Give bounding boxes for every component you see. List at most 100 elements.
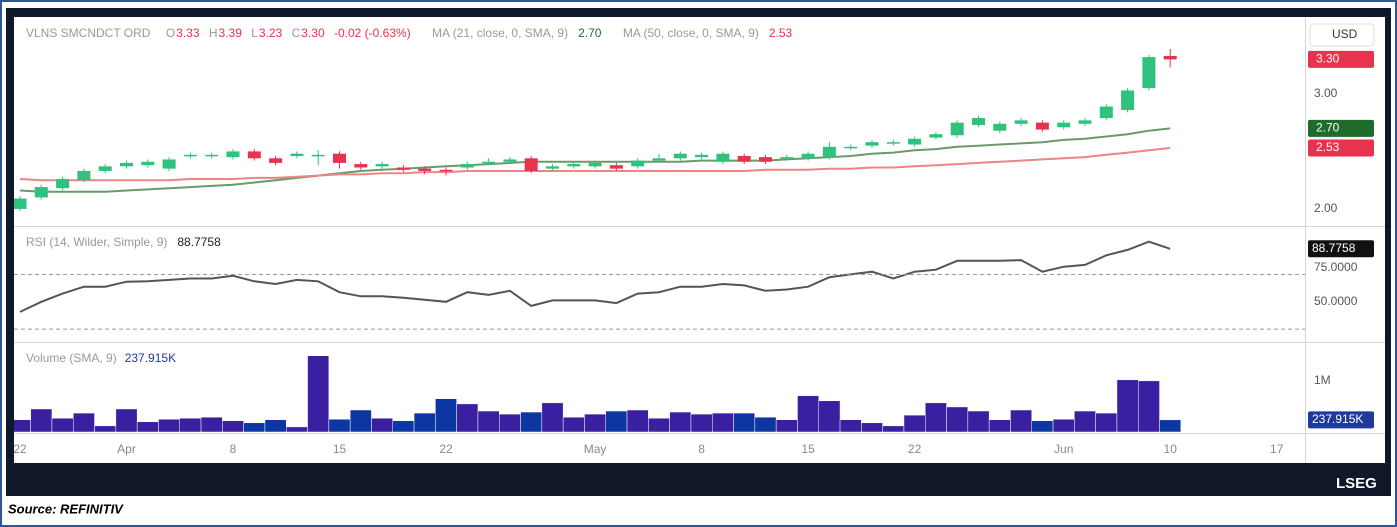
volume-bar [499,413,521,433]
volume-bar [1052,418,1075,433]
volume-bar [754,416,777,433]
ohlc-letter: O [166,26,175,40]
candle-body [311,154,325,157]
y-tick-label: 50.0000 [1314,294,1358,308]
volume-bar [626,409,649,433]
volume-bar [349,409,372,433]
volume-bar [967,410,990,433]
candle-body [822,146,836,158]
rsi-line [19,240,1171,313]
candle-body [567,164,581,167]
candle-body [673,153,687,159]
candle-body [865,142,879,146]
volume-bar [861,422,883,433]
candle-body [1163,55,1177,60]
candle-body [354,164,368,168]
candle-body [183,154,197,157]
volume-bar [413,412,436,433]
volume-bar [882,425,905,433]
close-value: 3.30 [301,26,325,40]
volume-bar [1095,412,1118,433]
x-tick-label: Jun [1054,442,1073,456]
y-tick-label: 1M [1314,373,1331,387]
rsi-legend: RSI (14, Wilder, Simple, 9) 88.7758 [26,235,221,249]
candle-body [1014,120,1028,124]
candle-body [1099,106,1113,119]
volume-bar [286,426,308,433]
volume-bar [115,408,138,433]
volume-bar [775,419,798,433]
volume-bar [818,400,841,433]
volume-bar [51,417,74,433]
brand: LSEG [1336,475,1377,492]
currency: USD [1332,27,1358,41]
volume-bar [562,416,585,433]
volume-bar [584,413,607,433]
price-tag-label: 3.30 [1316,52,1340,66]
candle-body [269,158,283,163]
volume-bar [371,417,394,433]
candle-body [801,153,815,159]
candle-body [1057,122,1071,128]
candle-body [503,159,517,162]
candle-body [716,153,730,162]
volume-bar [307,355,330,433]
legend-entry: MA (50, close, 0, SMA, 9) [623,26,759,40]
x-tick-label: 8 [698,442,705,456]
candle-body [1035,122,1049,130]
candle-body [120,162,133,167]
x-tick-label: 22 [908,442,922,456]
volume-bar [30,408,53,433]
value-tag [1308,411,1374,429]
candle-body [737,156,751,162]
volume-bar [435,398,457,433]
high-value: 3.39 [219,26,243,40]
volume-bar [158,418,180,433]
candle-body [972,118,985,125]
volume-bar [648,417,670,433]
price-tag-label: 2.70 [1316,121,1340,135]
volume-bar [733,412,756,433]
ma21-value: 2.70 [578,26,602,40]
volume-bar [797,395,820,433]
volume-legend: Volume (SMA, 9) 237.915K [26,351,176,365]
candle-body [588,162,602,167]
volume-bar [222,420,244,433]
candle-body [439,169,453,172]
ohlc-letter: H [209,26,218,40]
candle-body [482,161,496,164]
candle-body [695,154,709,158]
volume-value: 237.915K [125,351,176,365]
volume-bar [541,402,564,433]
price-tag [1308,139,1374,157]
ohlc-letter: C [292,26,301,40]
volume-bar [839,419,862,433]
candle-body [14,198,27,209]
x-tick-label: 15 [801,442,815,456]
candle-body [886,142,900,144]
candle-body [929,134,943,138]
price-tag-label: 2.53 [1316,140,1340,154]
candle-body [34,187,48,198]
volume-bar [1074,410,1096,433]
candle-body [162,159,176,169]
price-tag [1308,119,1374,137]
volume-bar [946,406,969,433]
volume-bar [690,413,713,433]
candle-body [780,157,794,159]
volume-bar [712,412,734,433]
candle-body [1121,90,1135,110]
volume-bar [477,410,500,433]
volume-bar [328,418,351,433]
candle-body [290,153,304,156]
candle-body [759,157,772,162]
x-tick-label: 22 [439,442,453,456]
candle-body [908,138,922,145]
volume-bar [1138,380,1160,433]
volume-bar [73,412,95,433]
candle-body [993,123,1007,131]
candle-body [418,168,432,171]
volume-bar [1010,409,1033,433]
